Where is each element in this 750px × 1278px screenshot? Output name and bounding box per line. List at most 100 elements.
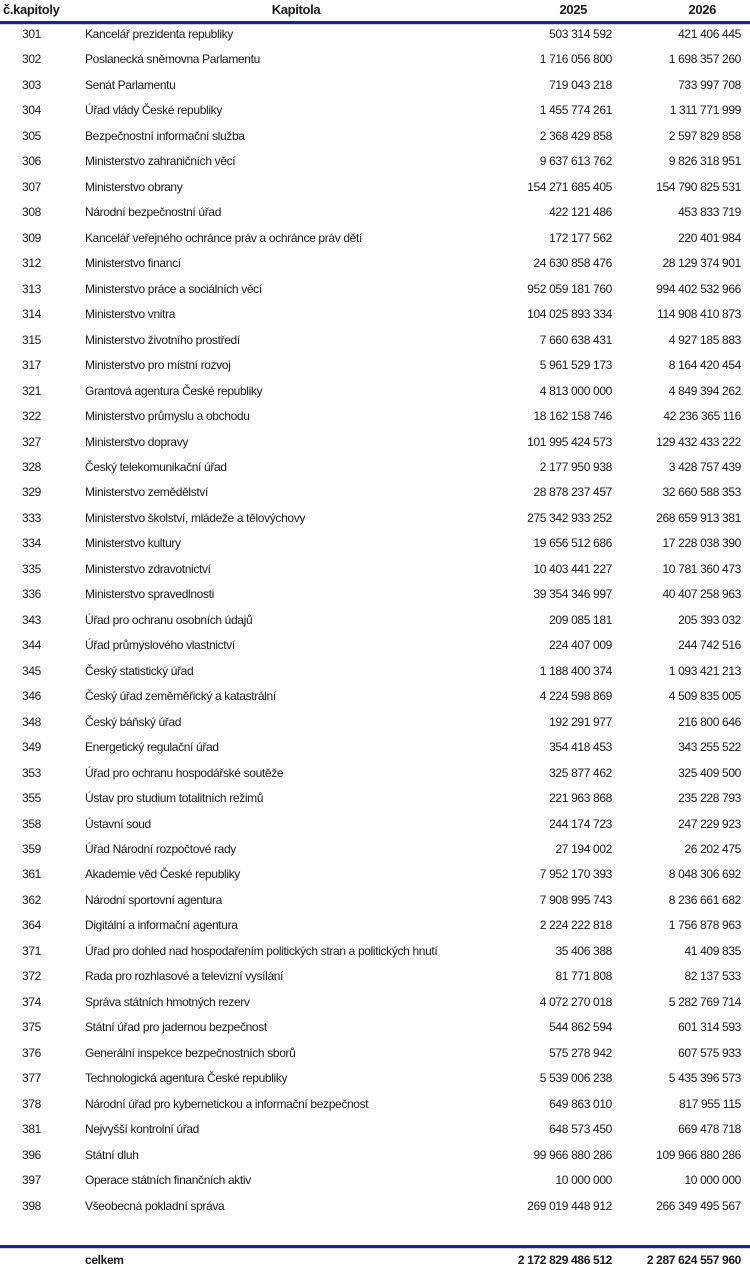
- value-2026: 669 478 718: [678, 1122, 741, 1137]
- value-2025: 101 995 424 573: [527, 434, 612, 449]
- value-2026: 8 164 420 454: [668, 358, 742, 373]
- value-2025: 24 630 858 476: [533, 256, 612, 271]
- table-row: 377 Technologická agentura České republik…: [0, 1065, 750, 1090]
- chapter-name: Ministerstvo pro místní rozvoj: [85, 358, 231, 373]
- value-2026: 114 908 410 873: [657, 307, 741, 322]
- value-2025: 104 025 893 334: [527, 307, 612, 322]
- total-2025: 2 172 829 486 512: [517, 1253, 613, 1267]
- value-2026: 9 826 318 951: [668, 154, 742, 169]
- table-row: 345 Český statistický úřad 1 188 400 374 1 …: [0, 658, 750, 683]
- table-row: 328 Český telekomunikační úřad 2 177 950 9…: [0, 454, 750, 479]
- chapter-number: 359: [22, 842, 41, 856]
- chapter-number: 334: [22, 536, 41, 551]
- chapter-number: 321: [22, 383, 41, 398]
- chapter-number: 371: [22, 943, 41, 958]
- chapter-name: Státní dluh: [85, 1147, 139, 1162]
- value-2025: 209 085 181: [549, 612, 612, 627]
- chapter-name: Ministerstvo dopravy: [85, 434, 189, 449]
- table-row: 398 Všeobecná pokladní správa 269 019 448 …: [0, 1193, 750, 1218]
- value-2025: 5 961 529 173: [539, 358, 613, 373]
- chapter-number: 335: [22, 561, 41, 576]
- value-2026: 220 401 984: [678, 230, 741, 245]
- chapter-number: 345: [22, 663, 41, 678]
- chapter-number: 374: [22, 994, 41, 1009]
- value-2025: 39 354 346 997: [533, 587, 612, 602]
- chapter-name: Kancelář veřejného ochránce práv a ochrá…: [85, 230, 362, 245]
- table-row: 372 Rada pro rozhlasové a televizní vysíl…: [0, 963, 750, 988]
- chapter-name: Ministerstvo obrany: [85, 179, 183, 194]
- value-2025: 9 637 613 762: [539, 154, 613, 169]
- chapter-number: 317: [22, 358, 41, 373]
- value-2026: 4 927 185 883: [668, 332, 742, 347]
- chapter-number: 396: [22, 1147, 41, 1162]
- value-2025: 2 177 950 938: [539, 459, 613, 474]
- value-2025: 7 660 638 431: [539, 332, 613, 347]
- table-row: 314 Ministerstvo vnitra 104 025 893 334 114…: [0, 301, 750, 326]
- table-row: 344 Úřad průmyslového vlastnictví 224 407 …: [0, 632, 750, 657]
- chapter-name: Senát Parlamentu: [85, 77, 176, 92]
- chapter-name: Technologická agentura České republiky: [85, 1071, 288, 1086]
- table-row: 305 Bezpečnostní informační služba 2 368 4…: [0, 123, 750, 148]
- value-2025: 1 188 400 374: [539, 663, 613, 678]
- value-2026: 343 255 522: [678, 740, 741, 755]
- value-2026: 235 228 793: [678, 791, 741, 806]
- chapter-name: Ministerstvo zemědělství: [85, 485, 208, 500]
- chapter-number: 333: [22, 510, 41, 525]
- table-row: 309 Kancelář veřejného ochránce práv a oc…: [0, 225, 750, 250]
- chapter-number: 377: [22, 1071, 41, 1086]
- value-2026: 109 966 880 286: [656, 1147, 741, 1162]
- chapter-name: Ministerstvo vnitra: [85, 307, 176, 322]
- chapter-number: 327: [22, 434, 41, 449]
- table-header: č.kapitoly Kapitola 2025 2026: [0, 0, 750, 21]
- chapter-name: Ústavní soud: [85, 816, 151, 831]
- value-2025: 575 278 942: [549, 1045, 612, 1060]
- value-2025: 269 019 448 912: [527, 1198, 612, 1213]
- value-2025: 4 813 000 000: [539, 383, 613, 398]
- chapter-name: Český báňský úřad: [85, 714, 182, 729]
- chapter-number: 343: [22, 612, 41, 627]
- chapter-name: Bezpečnostní informační služba: [85, 128, 245, 143]
- total-row: celkem 2 172 829 486 512 2 287 624 557 9…: [0, 1250, 750, 1272]
- value-2025: 2 224 222 818: [539, 918, 613, 933]
- chapter-name: Operace státních finančních aktiv: [85, 1173, 251, 1188]
- chapter-number: 329: [22, 485, 41, 500]
- chapter-number: 314: [22, 307, 41, 322]
- value-2026: 1 093 421 213: [668, 663, 742, 678]
- chapter-name: Český statistický úřad: [85, 663, 194, 678]
- chapter-name: Úřad Národní rozpočtové rady: [85, 842, 236, 856]
- chapter-number: 346: [22, 689, 41, 704]
- chapter-number: 375: [22, 1020, 41, 1035]
- chapter-name: Správa státních hmotných rezerv: [85, 994, 250, 1009]
- chapter-name: Ministerstvo zahraničních věcí: [85, 154, 236, 169]
- chapter-name: Digitální a informační agentura: [85, 918, 238, 933]
- chapter-number: 362: [22, 892, 41, 907]
- value-2025: 154 271 685 405: [527, 179, 612, 194]
- chapter-name: Akademie věd České republiky: [85, 867, 240, 882]
- chapter-name: Národní úřad pro kybernetickou a informa…: [85, 1096, 369, 1111]
- total-label: celkem: [85, 1253, 124, 1267]
- chapter-name: Generální inspekce bezpečnostních sborů: [85, 1045, 296, 1060]
- value-2025: 354 418 453: [549, 740, 612, 755]
- value-2025: 81 771 808: [555, 969, 612, 984]
- table-row: 381 Nejvyšší kontrolní úřad 648 573 450 669…: [0, 1116, 750, 1141]
- value-2026: 266 349 495 567: [656, 1198, 741, 1213]
- table-row: 335 Ministerstvo zdravotnictví 10 403 441 …: [0, 556, 750, 581]
- chapter-number: 307: [22, 179, 41, 194]
- table-row: 359 Úřad Národní rozpočtové rady 27 194 00…: [0, 836, 750, 861]
- value-2026: 268 659 913 381: [656, 510, 741, 525]
- chapter-name: Úřad průmyslového vlastnictví: [85, 638, 235, 653]
- chapter-number: 322: [22, 409, 41, 424]
- value-2026: 244 742 516: [678, 638, 741, 653]
- chapter-number: 302: [22, 52, 41, 67]
- chapter-number: 361: [22, 867, 41, 882]
- chapter-name: Úřad pro dohled nad hospodařením politic…: [85, 943, 438, 958]
- chapter-name: Český úřad zeměměřický a katastrální: [85, 689, 276, 704]
- value-2025: 275 342 933 252: [527, 510, 612, 525]
- chapter-number: 353: [22, 765, 41, 780]
- chapter-name: Úřad pro ochranu osobních údajů: [85, 612, 253, 627]
- value-2025: 18 162 158 746: [533, 409, 612, 424]
- table-row: 307 Ministerstvo obrany 154 271 685 405 154…: [0, 174, 750, 199]
- chapter-number: 358: [22, 816, 41, 831]
- chapter-name: Ministerstvo financí: [85, 256, 181, 271]
- chapter-name: Úřad vlády České republiky: [85, 103, 222, 118]
